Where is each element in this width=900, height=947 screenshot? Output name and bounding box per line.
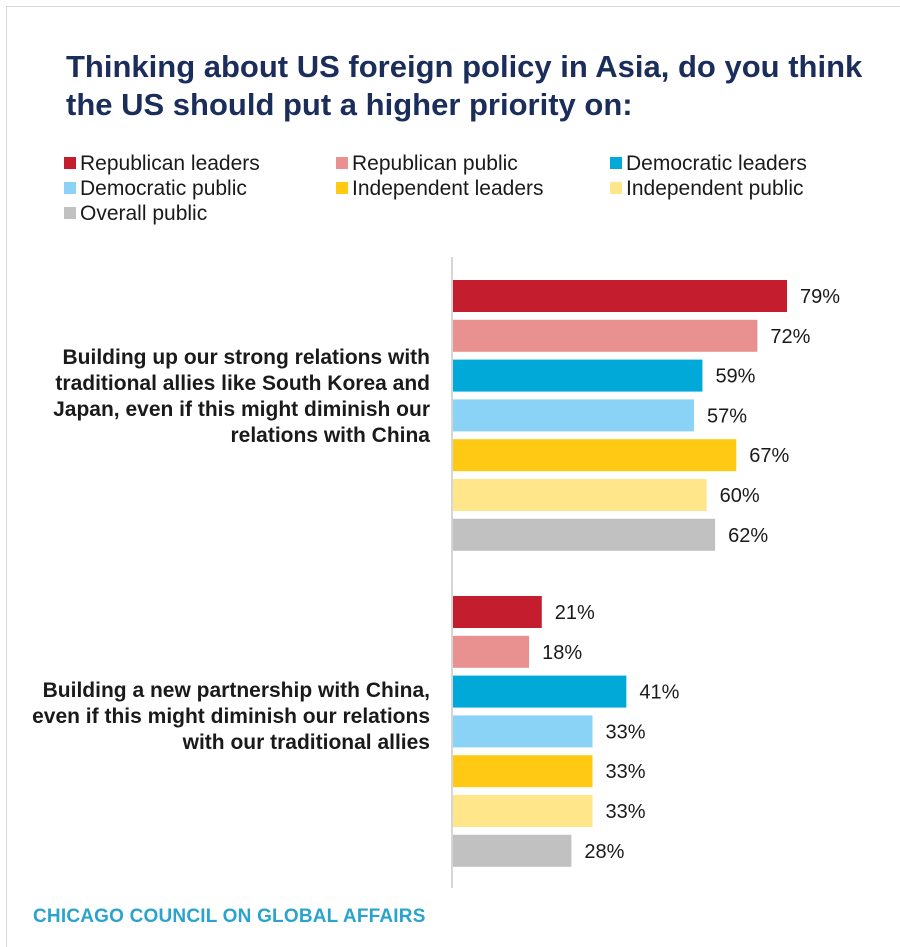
bar-independent-leaders-2 — [453, 755, 593, 788]
data-label-independent-leaders-1: 67% — [749, 445, 789, 467]
data-label-democratic-public-2: 33% — [606, 721, 646, 743]
legend-label: Democratic public — [80, 177, 247, 200]
data-label-overall-public-1: 62% — [728, 525, 768, 547]
data-label-republican-leaders-1: 79% — [800, 286, 840, 308]
bar-democratic-leaders-1 — [453, 359, 703, 392]
chart-title: Thinking about US foreign policy in Asia… — [66, 49, 863, 122]
legend-swatch — [64, 157, 76, 169]
bar-democratic-leaders-2 — [453, 675, 627, 708]
category-label-china-partnership: Building a new partnership with China, e… — [32, 679, 430, 754]
legend-swatch — [610, 182, 622, 194]
legend-label: Democratic leaders — [626, 152, 807, 175]
data-label-republican-public-1: 72% — [770, 326, 810, 348]
legend-label: Independent public — [626, 177, 804, 200]
legend-label: Republican public — [352, 152, 518, 175]
bar-overall-public-2 — [453, 834, 572, 867]
data-label-independent-leaders-2: 33% — [606, 761, 646, 783]
legend-swatch — [610, 157, 622, 169]
bar-independent-leaders-1 — [453, 439, 737, 472]
data-label-independent-public-2: 33% — [606, 801, 646, 823]
legend-label: Republican leaders — [80, 152, 260, 175]
bar-democratic-public-1 — [453, 399, 694, 432]
data-label-democratic-leaders-1: 59% — [715, 366, 755, 388]
bar-republican-public-2 — [453, 635, 530, 668]
data-label-democratic-public-1: 57% — [707, 405, 747, 427]
legend-label: Independent leaders — [352, 177, 544, 200]
bar-republican-leaders-2 — [453, 596, 542, 628]
footer-source: CHICAGO COUNCIL ON GLOBAL AFFAIRS — [33, 906, 426, 927]
legend-swatch — [64, 182, 76, 194]
bar-independent-public-1 — [453, 479, 707, 511]
data-label-democratic-leaders-2: 41% — [639, 682, 679, 704]
bar-independent-public-2 — [453, 795, 593, 827]
bar-republican-leaders-1 — [453, 280, 787, 312]
bar-democratic-public-2 — [453, 715, 593, 748]
legend-swatch — [336, 157, 348, 169]
legend-label: Overall public — [80, 202, 208, 225]
data-label-republican-leaders-2: 21% — [555, 602, 595, 624]
bar-republican-public-1 — [453, 319, 758, 352]
legend-swatch — [64, 207, 76, 219]
bar-overall-public-1 — [453, 518, 716, 551]
data-label-overall-public-2: 28% — [584, 841, 624, 863]
data-label-republican-public-2: 18% — [542, 642, 582, 664]
category-label-traditional-allies: Building up our strong relations with tr… — [53, 346, 430, 447]
legend-swatch — [336, 182, 348, 194]
data-label-independent-public-1: 60% — [720, 485, 760, 507]
chart-frame — [6, 6, 900, 947]
